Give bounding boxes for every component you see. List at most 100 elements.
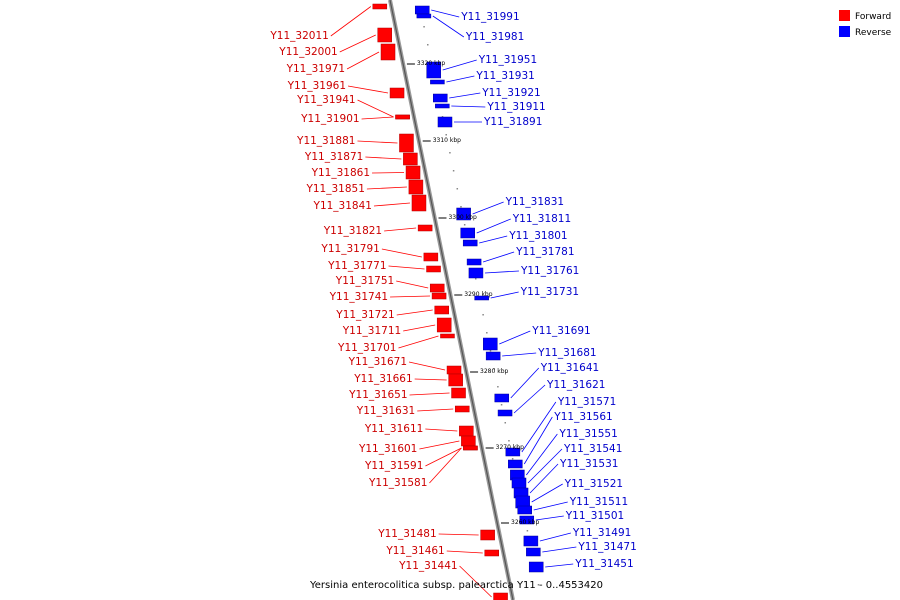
- reverse-gene-label[interactable]: Y11_31541: [563, 443, 622, 455]
- reverse-gene-label[interactable]: Y11_31831: [505, 196, 564, 208]
- reverse-gene-label[interactable]: Y11_31571: [557, 396, 616, 408]
- reverse-gene-block[interactable]: [494, 393, 510, 403]
- forward-gene-label[interactable]: Y11_31751: [335, 275, 394, 287]
- forward-gene-block[interactable]: [405, 165, 421, 180]
- forward-gene-label[interactable]: Y11_31961: [287, 80, 346, 92]
- forward-gene-label[interactable]: Y11_31871: [304, 151, 363, 163]
- reverse-gene-label[interactable]: Y11_31921: [481, 87, 540, 99]
- forward-gene-label[interactable]: Y11_31661: [353, 373, 412, 385]
- reverse-gene-block[interactable]: [416, 13, 432, 19]
- reverse-gene-label[interactable]: Y11_31981: [465, 31, 524, 43]
- forward-gene-label[interactable]: Y11_31881: [296, 135, 355, 147]
- forward-gene-label[interactable]: Y11_31441: [398, 560, 457, 572]
- reverse-gene-label[interactable]: Y11_31551: [558, 428, 617, 440]
- reverse-gene-label[interactable]: Y11_31761: [520, 265, 579, 277]
- reverse-gene-label[interactable]: Y11_31641: [540, 362, 599, 374]
- forward-gene-block[interactable]: [451, 387, 466, 399]
- forward-gene-block[interactable]: [380, 43, 396, 61]
- reverse-gene-block[interactable]: [462, 239, 478, 247]
- reverse-gene-block[interactable]: [511, 477, 527, 489]
- reverse-gene-label[interactable]: Y11_31531: [559, 458, 618, 470]
- forward-gene-block[interactable]: [480, 529, 495, 541]
- forward-gene-label[interactable]: Y11_31651: [348, 389, 407, 401]
- forward-gene-block[interactable]: [446, 365, 462, 375]
- reverse-gene-label[interactable]: Y11_31511: [569, 496, 628, 508]
- forward-gene-block[interactable]: [389, 87, 405, 99]
- reverse-gene-label[interactable]: Y11_31691: [531, 325, 590, 337]
- reverse-gene-block[interactable]: [426, 61, 441, 79]
- reverse-gene-block[interactable]: [505, 447, 521, 457]
- reverse-gene-label[interactable]: Y11_31811: [512, 213, 571, 225]
- forward-gene-label[interactable]: Y11_31481: [377, 528, 436, 540]
- forward-gene-label[interactable]: Y11_31741: [329, 291, 388, 303]
- forward-gene-block[interactable]: [372, 3, 388, 10]
- reverse-gene-block[interactable]: [528, 561, 544, 573]
- reverse-gene-label[interactable]: Y11_31931: [475, 70, 534, 82]
- forward-gene-block[interactable]: [417, 224, 433, 232]
- forward-gene-label[interactable]: Y11_31841: [313, 200, 372, 212]
- forward-gene-block[interactable]: [395, 114, 410, 120]
- forward-gene-label[interactable]: Y11_31711: [342, 325, 401, 337]
- forward-gene-block[interactable]: [423, 252, 439, 262]
- forward-gene-block[interactable]: [448, 373, 463, 387]
- forward-gene-label[interactable]: Y11_31851: [305, 183, 364, 195]
- forward-gene-label[interactable]: Y11_31771: [327, 260, 386, 272]
- reverse-gene-block[interactable]: [430, 79, 445, 85]
- reverse-gene-block[interactable]: [437, 116, 453, 128]
- reverse-gene-label[interactable]: Y11_31501: [565, 510, 624, 522]
- forward-gene-block[interactable]: [454, 405, 470, 413]
- reverse-gene-label[interactable]: Y11_31801: [508, 230, 567, 242]
- reverse-gene-label[interactable]: Y11_31951: [478, 54, 537, 66]
- forward-gene-block[interactable]: [408, 179, 424, 195]
- reverse-gene-label[interactable]: Y11_31561: [553, 411, 612, 423]
- forward-gene-label[interactable]: Y11_31601: [358, 443, 417, 455]
- forward-gene-label[interactable]: Y11_31941: [296, 94, 355, 106]
- reverse-gene-block[interactable]: [414, 5, 430, 15]
- reverse-gene-block[interactable]: [433, 93, 448, 103]
- forward-gene-block[interactable]: [399, 133, 414, 153]
- forward-gene-label[interactable]: Y11_31791: [320, 243, 379, 255]
- forward-gene-block[interactable]: [440, 333, 455, 339]
- reverse-gene-block[interactable]: [508, 459, 523, 469]
- forward-gene-label[interactable]: Y11_31591: [364, 460, 423, 472]
- forward-gene-label[interactable]: Y11_31901: [300, 113, 359, 125]
- reverse-gene-label[interactable]: Y11_31521: [564, 478, 623, 490]
- forward-gene-label[interactable]: Y11_31971: [286, 63, 345, 75]
- forward-gene-label[interactable]: Y11_31581: [368, 477, 427, 489]
- reverse-gene-block[interactable]: [474, 295, 489, 301]
- reverse-gene-label[interactable]: Y11_31491: [572, 527, 631, 539]
- forward-gene-block[interactable]: [429, 283, 445, 293]
- forward-gene-block[interactable]: [493, 592, 508, 600]
- forward-gene-block[interactable]: [463, 445, 478, 451]
- reverse-gene-block[interactable]: [517, 505, 532, 515]
- forward-gene-label[interactable]: Y11_31721: [335, 309, 394, 321]
- reverse-gene-label[interactable]: Y11_31911: [486, 101, 545, 113]
- reverse-gene-label[interactable]: Y11_31891: [483, 116, 542, 128]
- reverse-gene-block[interactable]: [435, 103, 450, 109]
- forward-gene-block[interactable]: [426, 265, 441, 273]
- reverse-gene-label[interactable]: Y11_31451: [574, 558, 633, 570]
- forward-gene-label[interactable]: Y11_31671: [348, 356, 407, 368]
- forward-gene-block[interactable]: [434, 305, 449, 315]
- forward-gene-block[interactable]: [459, 425, 474, 437]
- reverse-gene-block[interactable]: [466, 258, 482, 266]
- forward-gene-label[interactable]: Y11_31461: [385, 545, 444, 557]
- forward-gene-block[interactable]: [436, 317, 452, 333]
- reverse-gene-label[interactable]: Y11_31991: [460, 11, 519, 23]
- reverse-gene-block[interactable]: [468, 267, 484, 279]
- reverse-gene-block[interactable]: [485, 351, 501, 361]
- forward-gene-label[interactable]: Y11_31861: [311, 167, 370, 179]
- reverse-gene-label[interactable]: Y11_31781: [515, 246, 574, 258]
- reverse-gene-block[interactable]: [460, 227, 475, 239]
- reverse-gene-block[interactable]: [483, 337, 498, 351]
- forward-gene-label[interactable]: Y11_31701: [337, 342, 396, 354]
- forward-gene-block[interactable]: [403, 152, 418, 166]
- reverse-gene-block[interactable]: [497, 409, 513, 417]
- forward-gene-label[interactable]: Y11_32001: [278, 46, 337, 58]
- reverse-gene-block[interactable]: [456, 207, 471, 221]
- reverse-gene-block[interactable]: [526, 547, 541, 557]
- forward-gene-block[interactable]: [411, 194, 427, 212]
- reverse-gene-label[interactable]: Y11_31731: [520, 286, 579, 298]
- reverse-gene-label[interactable]: Y11_31681: [537, 347, 596, 359]
- forward-gene-label[interactable]: Y11_31821: [323, 225, 382, 237]
